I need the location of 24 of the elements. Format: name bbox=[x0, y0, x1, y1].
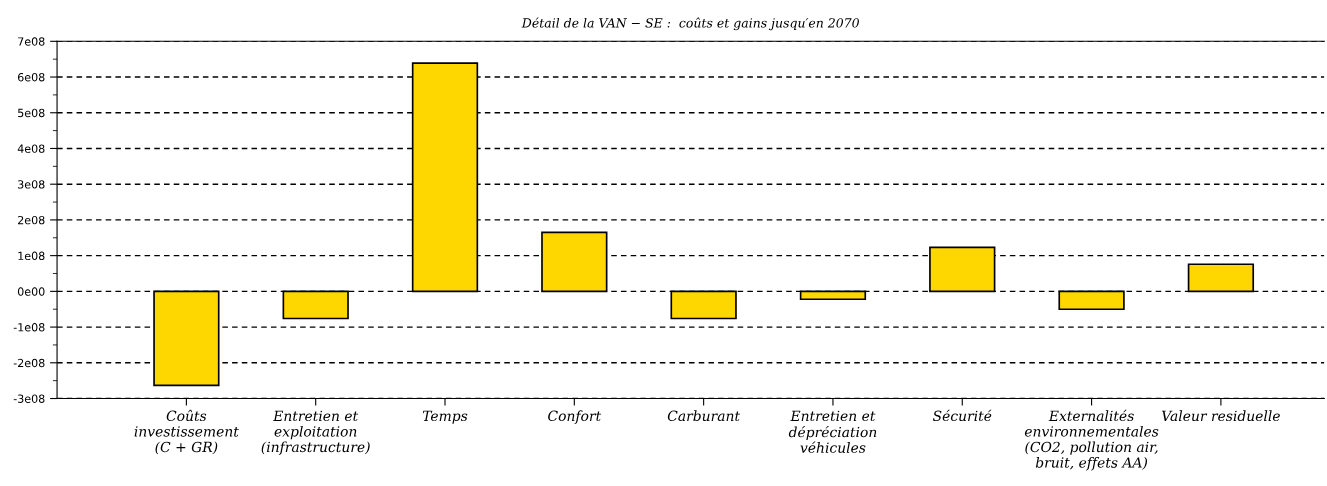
x-tick-label: Entretien et dépréciation véhicules bbox=[788, 410, 877, 453]
y-tick-label: 4e08 bbox=[17, 144, 45, 153]
y-tick-label: -1e08 bbox=[13, 323, 45, 332]
y-tick-label: 7e08 bbox=[18, 37, 45, 46]
x-tick-label: Confort bbox=[548, 410, 602, 424]
x-tick-label: Coûts investissement (C + GR) bbox=[134, 409, 239, 455]
bar bbox=[541, 231, 608, 293]
y-tick-label: 1e08 bbox=[18, 251, 45, 261]
x-tick-label: Carburant bbox=[667, 410, 741, 422]
y-tick-label: -3e08 bbox=[13, 394, 45, 403]
y-tick-label: 0e00 bbox=[17, 287, 45, 296]
chart-title: Détail de la VAN − SE : coûts et gains jusqu′en 2070 bbox=[521, 17, 859, 31]
x-tick-label: Entretien et exploitation (infrastructure) bbox=[261, 410, 370, 455]
y-tick-label: 2e08 bbox=[18, 215, 45, 225]
bar bbox=[153, 290, 220, 387]
y-tick-label: 6e08 bbox=[17, 73, 45, 82]
x-tick-label: Temps bbox=[422, 410, 468, 424]
x-tick-label: Externalités environnementales (CO2, pollution air, bruit, effets AA) bbox=[1024, 409, 1159, 471]
x-tick-label: Sécurité bbox=[932, 409, 992, 422]
x-tick-label: Valeur residuelle bbox=[1161, 410, 1280, 422]
y-tick-label: 3e08 bbox=[18, 180, 45, 189]
bar bbox=[1058, 290, 1125, 311]
y-tick-label: -2e08 bbox=[13, 358, 45, 368]
y-tick-label: 5e08 bbox=[18, 108, 45, 118]
